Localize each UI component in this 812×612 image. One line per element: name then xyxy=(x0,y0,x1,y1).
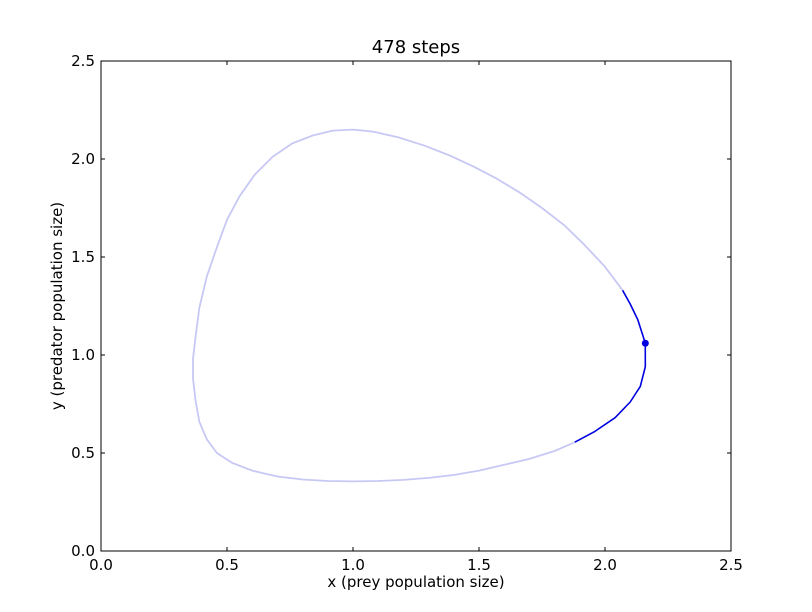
y-axis-label: y (predator population size) xyxy=(48,202,66,410)
current-point-marker xyxy=(641,339,649,347)
y-tick-label: 1.0 xyxy=(71,346,95,364)
y-tick-label: 2.5 xyxy=(71,52,95,70)
x-tick-label: 2.5 xyxy=(719,556,743,574)
series-line-recent xyxy=(574,289,647,443)
x-tick-label: 1.5 xyxy=(467,556,491,574)
plot-area xyxy=(192,128,649,483)
x-axis-label: x (prey population size) xyxy=(327,573,504,591)
axes-frame xyxy=(100,60,732,552)
axis-ticks: 0.0 0.5 1.0 1.5 2.0 2.5 0.0 0.5 1.0 1.5 2.0 2.5 xyxy=(71,52,743,574)
series-line-trail xyxy=(192,128,624,483)
x-tick-label: 1.0 xyxy=(341,556,365,574)
x-tick-label: 0.5 xyxy=(215,556,239,574)
chart-title: 478 steps xyxy=(372,37,460,58)
y-tick-label: 0.5 xyxy=(71,444,95,462)
y-tick-label: 2.0 xyxy=(71,150,95,168)
x-tick-label: 2.0 xyxy=(593,556,617,574)
x-tick-label: 0.0 xyxy=(89,556,113,574)
y-tick-label: 0.0 xyxy=(71,542,95,560)
y-tick-label: 1.5 xyxy=(71,248,95,266)
